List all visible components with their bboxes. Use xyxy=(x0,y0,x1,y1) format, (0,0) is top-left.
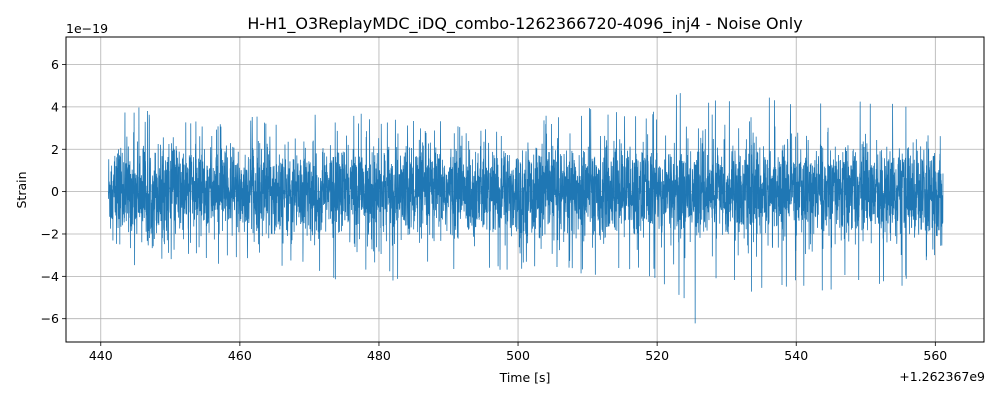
axes-frame xyxy=(65,36,985,343)
x-tick-label: 520 xyxy=(645,348,669,363)
y-tick-label: 4 xyxy=(51,99,59,114)
x-axis: 440 460 480 500 520 540 560 xyxy=(89,342,947,363)
plot-area xyxy=(108,93,944,324)
y-axis-label: Strain xyxy=(14,171,29,208)
x-tick-label: 560 xyxy=(923,348,947,363)
x-tick-label: 440 xyxy=(89,348,113,363)
y-axis: −6 −4 −2 0 2 4 6 xyxy=(41,57,66,326)
series-line-strain xyxy=(108,93,944,324)
x-tick-label: 480 xyxy=(367,348,391,363)
y-scale-label: 1e−19 xyxy=(66,21,108,36)
y-tick-label: −4 xyxy=(41,269,59,284)
x-tick-label: 500 xyxy=(506,348,530,363)
x-tick-label: 540 xyxy=(784,348,808,363)
x-tick-label: 460 xyxy=(228,348,252,363)
y-tick-label: 2 xyxy=(51,142,59,157)
x-axis-label: Time [s] xyxy=(499,370,551,385)
chart-title: H-H1_O3ReplayMDC_iDQ_combo-1262366720-40… xyxy=(247,14,802,34)
y-tick-label: 6 xyxy=(51,57,59,72)
y-tick-label: 0 xyxy=(51,184,59,199)
x-offset-label: +1.262367e9 xyxy=(899,369,985,384)
y-tick-label: −2 xyxy=(41,226,59,241)
y-tick-label: −6 xyxy=(41,311,59,326)
